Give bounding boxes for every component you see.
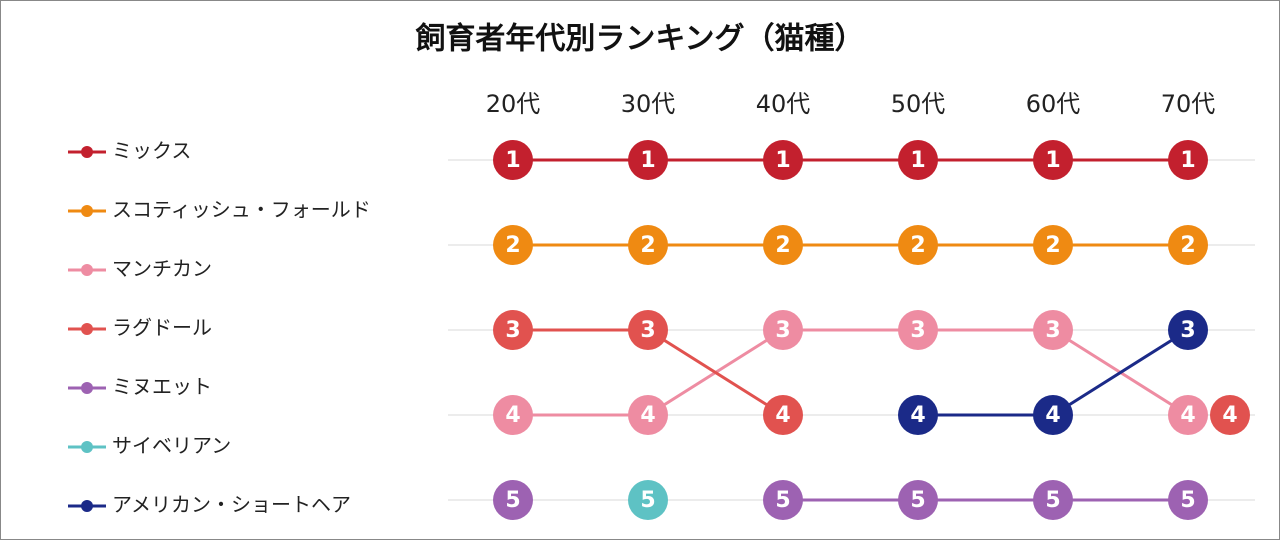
legend-marker (81, 323, 93, 335)
rank-label: 5 (640, 488, 655, 513)
rank-marker (493, 140, 533, 180)
legend-label: サイベリアン (112, 434, 231, 458)
rank-marker (1033, 310, 1073, 350)
rank-label: 2 (910, 233, 925, 258)
legend-label: マンチカン (112, 257, 212, 281)
rank-label: 5 (505, 488, 520, 513)
x-tick-label: 60代 (1026, 90, 1081, 118)
rank-label: 3 (1045, 318, 1060, 343)
rank-label: 1 (505, 148, 520, 173)
rank-marker (628, 395, 668, 435)
rank-marker (1168, 395, 1208, 435)
rank-marker (763, 140, 803, 180)
legend-label: ミックス (112, 139, 191, 163)
rank-marker (1168, 480, 1208, 520)
rank-marker (1168, 140, 1208, 180)
rank-marker (493, 225, 533, 265)
chart-title: 飼育者年代別ランキング（猫種） (415, 22, 864, 57)
x-tick-label: 40代 (756, 90, 811, 118)
x-tick-label: 20代 (486, 90, 541, 118)
rank-label: 1 (1045, 148, 1060, 173)
rank-marker (763, 480, 803, 520)
rank-label: 2 (775, 233, 790, 258)
rank-marker (1168, 310, 1208, 350)
rank-marker (1033, 225, 1073, 265)
rank-label: 4 (505, 403, 520, 428)
rank-marker (763, 395, 803, 435)
rank-label: 3 (775, 318, 790, 343)
rank-label: 3 (505, 318, 520, 343)
rank-label: 1 (775, 148, 790, 173)
legend-marker (81, 205, 93, 217)
legend-label: ミヌエット (112, 375, 212, 399)
rank-marker (1168, 225, 1208, 265)
rank-marker (1033, 140, 1073, 180)
rank-marker (493, 310, 533, 350)
rank-label: 3 (640, 318, 655, 343)
rank-label: 3 (1180, 318, 1195, 343)
rank-marker (628, 480, 668, 520)
rank-marker (493, 395, 533, 435)
x-tick-label: 50代 (891, 90, 946, 118)
rank-marker (1033, 480, 1073, 520)
rank-label: 5 (775, 488, 790, 513)
rank-label: 4 (640, 403, 655, 428)
series-line (513, 328, 1189, 417)
rank-marker (898, 225, 938, 265)
rank-marker (1210, 395, 1250, 435)
legend-marker (81, 264, 93, 276)
rank-label: 5 (1045, 488, 1060, 513)
rank-label: 2 (640, 233, 655, 258)
x-tick-label: 30代 (621, 90, 676, 118)
rank-label: 1 (910, 148, 925, 173)
x-tick-label: 70代 (1161, 90, 1216, 118)
rank-marker (628, 140, 668, 180)
rank-label: 4 (1180, 403, 1195, 428)
rank-label: 2 (505, 233, 520, 258)
rank-label: 1 (640, 148, 655, 173)
rank-label: 4 (775, 403, 790, 428)
rank-label: 4 (1045, 403, 1060, 428)
rank-label: 1 (1180, 148, 1195, 173)
rank-marker (763, 225, 803, 265)
rank-marker (898, 310, 938, 350)
rank-label: 5 (910, 488, 925, 513)
legend-marker (81, 441, 93, 453)
rank-label: 2 (1180, 233, 1195, 258)
legend-marker (81, 382, 93, 394)
rank-label: 4 (910, 403, 925, 428)
rank-label: 2 (1045, 233, 1060, 258)
rank-label: 4 (1222, 403, 1237, 428)
rank-label: 3 (910, 318, 925, 343)
rank-marker (628, 310, 668, 350)
legend-label: スコティッシュ・フォールド (112, 198, 371, 222)
legend-marker (81, 146, 93, 158)
rank-marker (628, 225, 668, 265)
rank-marker (898, 395, 938, 435)
rank-marker (763, 310, 803, 350)
legend-marker (81, 500, 93, 512)
legend-label: アメリカン・ショートヘア (112, 493, 351, 517)
rank-marker (1033, 395, 1073, 435)
rank-marker (898, 140, 938, 180)
legend-label: ラグドール (112, 316, 212, 340)
rank-marker (898, 480, 938, 520)
rank-marker (493, 480, 533, 520)
rank-label: 5 (1180, 488, 1195, 513)
